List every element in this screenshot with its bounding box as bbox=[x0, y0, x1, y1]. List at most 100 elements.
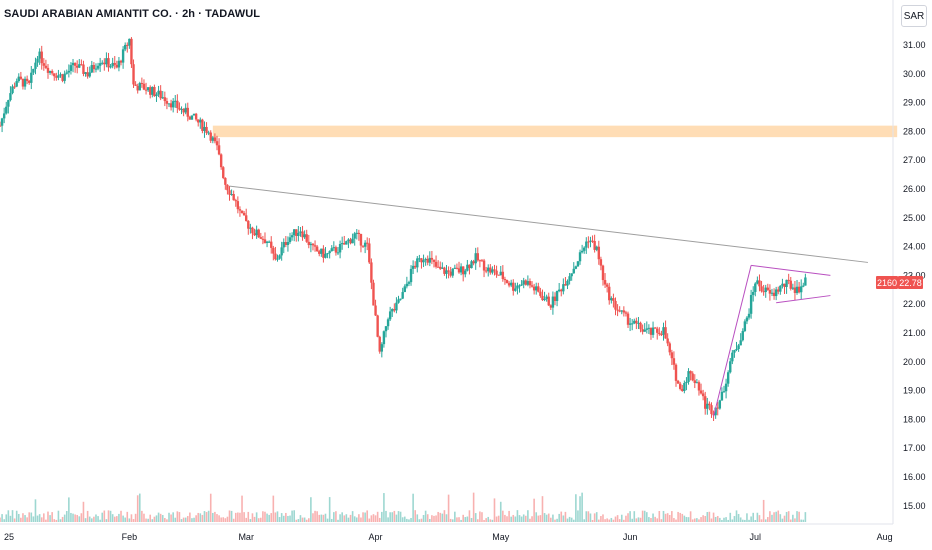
candle-body bbox=[318, 251, 321, 254]
candle-body bbox=[230, 194, 233, 196]
price-tick-label: 22.00 bbox=[903, 299, 926, 309]
time-axis-labels[interactable]: 25 Feb Mar Apr May Jun Jul Aug bbox=[4, 532, 893, 542]
volume-bar bbox=[527, 510, 529, 522]
candle-body bbox=[142, 83, 146, 90]
volume-bar bbox=[26, 517, 28, 522]
candle-body bbox=[393, 309, 396, 311]
volume-bar bbox=[781, 518, 784, 522]
candle-body bbox=[21, 78, 25, 87]
volume-bar bbox=[59, 519, 62, 522]
volume-bar bbox=[316, 511, 318, 522]
candle-body bbox=[580, 250, 584, 253]
currency-button[interactable]: SAR bbox=[901, 5, 927, 27]
candle-body bbox=[687, 371, 690, 382]
price-tick-label: 15.00 bbox=[903, 501, 926, 511]
candle-body bbox=[46, 67, 50, 73]
time-tick-label: Aug bbox=[877, 532, 893, 542]
volume-bar bbox=[764, 519, 767, 522]
candle-body bbox=[107, 58, 110, 68]
volume-bar bbox=[20, 517, 22, 522]
candle-body bbox=[472, 261, 475, 264]
volume-bar bbox=[191, 518, 193, 522]
price-axis-labels[interactable]: 31.00 30.00 29.00 28.00 27.00 26.00 25.00 24.00… bbox=[903, 40, 926, 511]
volume-bar bbox=[53, 519, 56, 522]
volume-bar bbox=[109, 510, 112, 522]
volume-bar bbox=[63, 514, 66, 522]
candle-body bbox=[117, 60, 121, 68]
candle-body bbox=[71, 62, 75, 66]
candle-body bbox=[770, 292, 774, 294]
volume-bar bbox=[591, 519, 594, 522]
candle-body bbox=[503, 279, 507, 281]
volume-bar bbox=[280, 513, 283, 522]
candle-body bbox=[53, 73, 56, 77]
volume-bar bbox=[234, 512, 237, 522]
candle-body bbox=[2, 113, 6, 119]
volume-bar bbox=[648, 517, 650, 522]
candle-body bbox=[57, 75, 60, 78]
volume-bar bbox=[550, 517, 552, 522]
candle-body bbox=[420, 258, 423, 263]
volume-bar bbox=[681, 513, 684, 522]
volume-bar bbox=[101, 512, 104, 522]
candle-body bbox=[758, 280, 761, 287]
volume-bar bbox=[650, 518, 652, 522]
candle-body bbox=[716, 407, 719, 409]
volume-bar bbox=[99, 519, 101, 522]
volume-bar bbox=[796, 511, 798, 522]
candle-body bbox=[284, 242, 288, 245]
candle-body bbox=[13, 86, 16, 88]
volume-bar bbox=[716, 516, 719, 522]
candle-body bbox=[401, 292, 404, 299]
volume-bar bbox=[522, 514, 525, 522]
volume-bar bbox=[491, 519, 494, 522]
candle-body bbox=[524, 280, 527, 285]
candle-body bbox=[121, 49, 125, 63]
candle-body bbox=[113, 62, 116, 65]
candle-body bbox=[36, 58, 39, 63]
candle-body bbox=[11, 86, 14, 94]
candle-body bbox=[418, 258, 421, 260]
candle-body bbox=[455, 267, 459, 269]
volume-bar bbox=[662, 510, 665, 522]
pattern-pole bbox=[713, 265, 752, 417]
candle-body bbox=[614, 300, 617, 310]
candle-body bbox=[19, 76, 23, 79]
volume-bar bbox=[182, 517, 185, 522]
volume-bar bbox=[535, 512, 538, 522]
candle-body bbox=[747, 313, 751, 318]
candle-body bbox=[618, 310, 621, 312]
candle-body bbox=[299, 231, 302, 233]
volume-bar bbox=[40, 517, 43, 522]
volume-bar bbox=[305, 519, 308, 522]
candle-body bbox=[612, 298, 615, 301]
candle-body bbox=[188, 116, 192, 120]
candle-body bbox=[553, 296, 557, 301]
candle-body bbox=[301, 231, 304, 238]
candle-body bbox=[370, 262, 373, 283]
candle-body bbox=[245, 215, 248, 221]
volume-bar bbox=[602, 514, 604, 522]
volume-bar bbox=[654, 516, 656, 522]
candle-body bbox=[453, 267, 457, 269]
candle-body bbox=[576, 261, 580, 267]
volume-bar bbox=[729, 512, 732, 522]
candle-body bbox=[207, 132, 210, 134]
volume-bar bbox=[658, 511, 661, 522]
candle-body bbox=[624, 312, 628, 314]
candle-body bbox=[67, 70, 71, 73]
candle-body bbox=[735, 348, 738, 351]
volume-bar bbox=[376, 511, 379, 522]
volume-bar bbox=[737, 513, 740, 522]
volume-bar bbox=[9, 515, 12, 522]
candle-body bbox=[720, 391, 724, 401]
candle-body bbox=[464, 270, 467, 275]
candle-body bbox=[653, 327, 657, 329]
volume-bar bbox=[341, 512, 343, 522]
candle-body bbox=[292, 229, 296, 236]
volume-bar bbox=[272, 495, 275, 522]
candle-body bbox=[706, 403, 709, 409]
candle-body bbox=[591, 240, 594, 242]
volume-bar bbox=[51, 512, 53, 522]
